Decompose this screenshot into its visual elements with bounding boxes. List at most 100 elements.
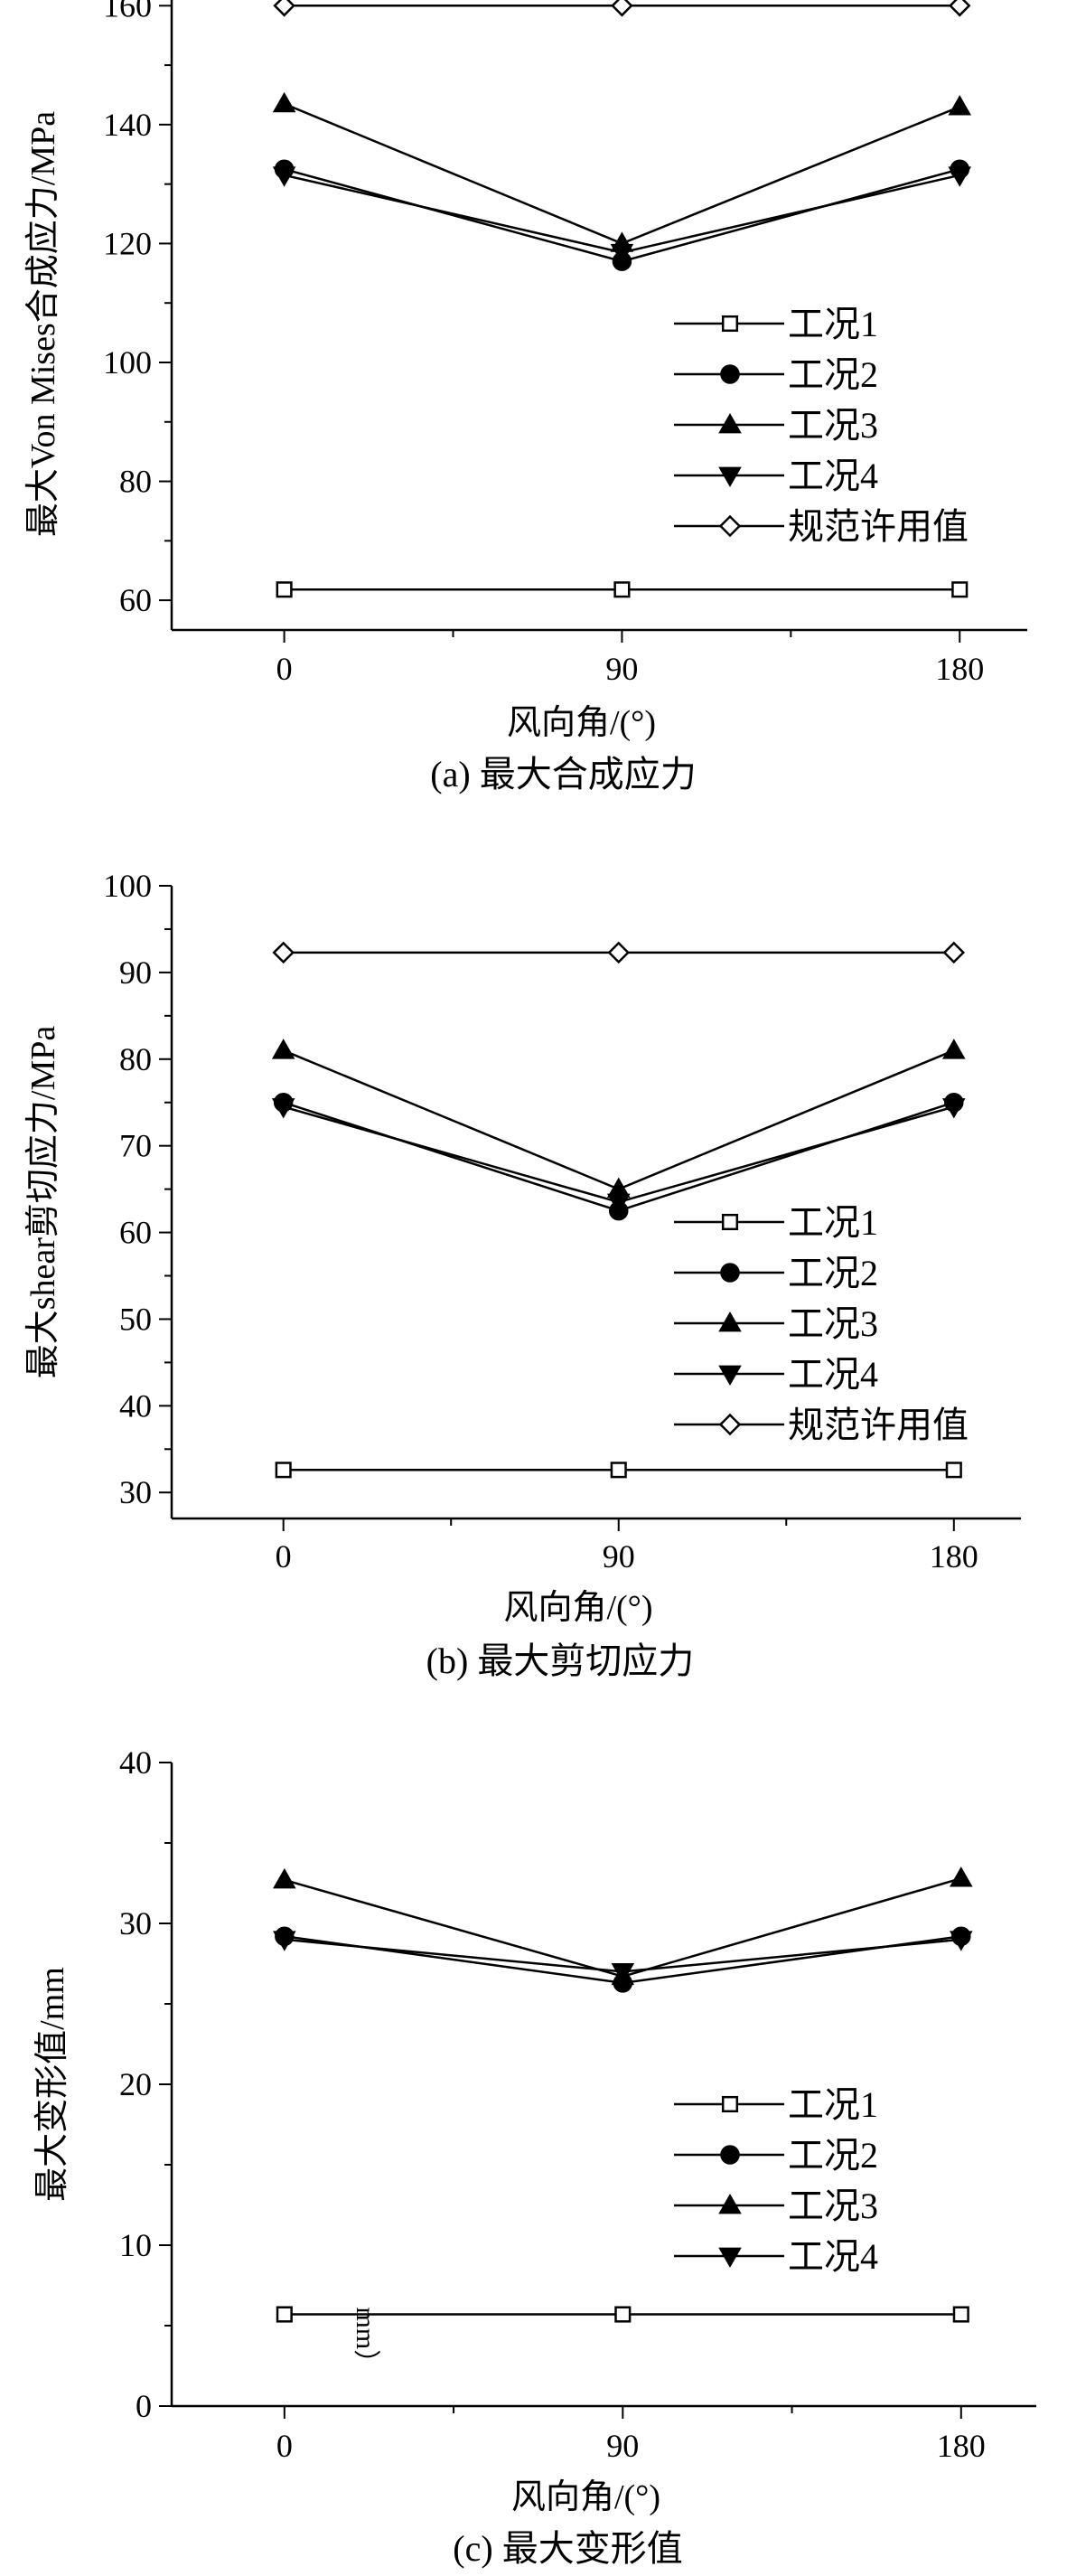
y-tick-label: 140	[103, 107, 152, 143]
legend-marker	[718, 2193, 742, 2214]
chart-panel-1: 60 80 100 120 140 160 0 90 180 风向角/(°) 最大Von Mises…	[24, 0, 1027, 794]
legend-entry: 工况2	[674, 2135, 878, 2176]
data-point	[614, 2306, 632, 2323]
y-axis-label: 最大shear剪切应力/MPa	[24, 1026, 62, 1379]
series-工况3	[271, 1039, 966, 1198]
legend-label: 工况4	[788, 456, 878, 496]
x-axis-label: 风向角/(°)	[503, 1589, 652, 1627]
data-point	[273, 1867, 296, 1889]
legend-marker	[720, 2145, 740, 2165]
series-工况4	[271, 1098, 966, 1215]
legend-label: 规范许用值	[788, 1405, 969, 1445]
legend-entry: 工况3	[674, 405, 878, 446]
data-point	[611, 0, 633, 17]
data-point	[610, 1462, 627, 1479]
legend-marker	[718, 2247, 742, 2269]
legend-label: 工况4	[788, 1354, 878, 1395]
data-point	[941, 1098, 966, 1119]
annotation-text: mm）	[351, 2308, 380, 2377]
legend-label: 工况3	[788, 1303, 878, 1344]
y-axis-label: 最大Von Mises合成应力/MPa	[24, 111, 62, 537]
legend-marker	[718, 412, 742, 434]
y-tick-label: 30	[119, 1905, 152, 1941]
data-point	[948, 0, 971, 17]
y-tick-label: 60	[119, 582, 152, 618]
y-tick-label: 30	[119, 1474, 152, 1510]
data-point	[271, 1098, 295, 1119]
data-point	[952, 2306, 969, 2323]
legend-label: 规范许用值	[788, 506, 969, 547]
data-point	[273, 0, 295, 17]
y-tick-label: 80	[119, 1041, 152, 1077]
legend-marker	[718, 514, 742, 538]
legend-label: 工况1	[788, 2084, 878, 2125]
y-tick-label: 80	[119, 464, 152, 500]
y-tick-label: 70	[119, 1128, 152, 1164]
x-tick-label: 0	[276, 2428, 293, 2464]
figure-caption: (b) 最大剪切应力	[426, 1641, 695, 1681]
legend-entry: 工况2	[674, 1253, 878, 1293]
y-tick-label: 160	[103, 0, 152, 24]
legend-marker	[718, 466, 742, 488]
x-tick-label: 90	[605, 651, 638, 687]
series-line	[284, 102, 960, 245]
data-point	[948, 95, 972, 116]
chart-panel-3: 0 10 20 30 40 0 90 180 风向角/(°) 最大变形值/mm (c) 最大变形值 工…	[33, 1744, 1036, 2569]
legend-label: 工况2	[788, 354, 878, 395]
series-line	[283, 1049, 955, 1190]
x-axis-label: 风向角/(°)	[511, 2478, 660, 2516]
legend-label: 工况4	[788, 2236, 878, 2277]
legend-label: 工况1	[788, 304, 878, 344]
y-tick-label: 10	[119, 2227, 152, 2263]
series-工况4	[272, 166, 972, 265]
legend-marker	[718, 1311, 742, 1332]
data-point	[941, 1039, 966, 1059]
y-tick-label: 40	[119, 1744, 152, 1781]
legend-marker	[720, 1263, 740, 1283]
y-tick-label: 120	[103, 225, 152, 261]
data-point	[272, 166, 296, 187]
legend-label: 工况3	[788, 405, 878, 446]
series-line	[284, 1876, 962, 1979]
series-规范许用值	[273, 0, 971, 17]
data-point	[945, 1462, 962, 1479]
data-point	[273, 1931, 296, 1951]
series-工况1	[276, 2306, 969, 2323]
y-tick-label: 60	[119, 1215, 152, 1251]
legend-entry: 工况4	[674, 456, 878, 496]
legend-label: 工况2	[788, 1253, 878, 1293]
data-point	[606, 1193, 631, 1215]
legend-label: 工况1	[788, 1202, 878, 1243]
y-tick-label: 100	[103, 344, 152, 381]
data-point	[607, 941, 631, 964]
y-tick-label: 20	[119, 2066, 152, 2102]
data-point	[276, 581, 293, 598]
legend-entry: 规范许用值	[674, 1405, 969, 1445]
legend-marker	[718, 1413, 742, 1436]
x-tick-label: 180	[930, 1538, 978, 1575]
legend-entry: 工况4	[674, 1354, 878, 1395]
legend-entry: 工况1	[674, 304, 878, 344]
legend-label: 工况2	[788, 2135, 878, 2176]
data-point	[949, 1866, 973, 1887]
data-point	[610, 243, 634, 265]
chart-panel-2: 30 40 50 60 70 80 90 100 0 90 180 风向角/(°) 最大shear剪切应…	[24, 868, 1021, 1681]
legend-marker	[721, 315, 739, 333]
y-tick-label: 100	[103, 868, 152, 904]
data-point	[611, 1963, 635, 1984]
x-tick-label: 180	[937, 2428, 986, 2464]
x-tick-label: 180	[935, 651, 984, 687]
legend-marker	[720, 364, 740, 384]
series-工况1	[275, 1462, 962, 1479]
data-point	[272, 941, 295, 964]
series-工况3	[272, 91, 972, 252]
figure-caption: (c) 最大变形值	[453, 2528, 682, 2569]
legend-entry: 工况3	[674, 1303, 878, 1344]
x-axis-label: 风向角/(°)	[507, 704, 656, 742]
series-工况4	[273, 1931, 973, 1984]
data-point	[275, 1462, 292, 1479]
data-point	[951, 581, 969, 598]
x-tick-label: 0	[276, 651, 293, 687]
x-tick-label: 0	[276, 1538, 292, 1575]
